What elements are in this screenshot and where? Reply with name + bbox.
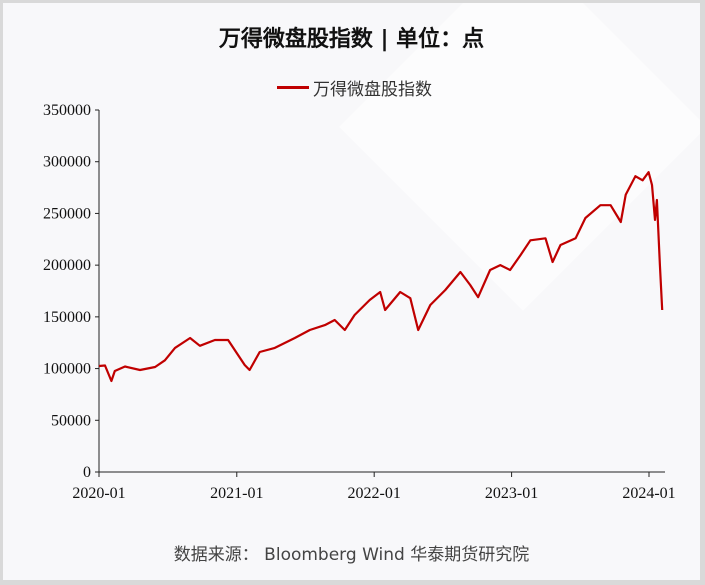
legend: 万得微盘股指数 xyxy=(277,75,432,100)
x-tick-label: 2024-01 xyxy=(622,485,675,502)
y-tick-label: 50000 xyxy=(51,412,91,429)
x-tick-label: 2023-01 xyxy=(485,485,538,502)
y-tick-label: 200000 xyxy=(43,257,91,274)
x-tick-label: 2020-01 xyxy=(72,485,125,502)
chart-title: 万得微盘股指数 | 单位：点 xyxy=(218,27,485,52)
y-tick-label: 300000 xyxy=(43,154,91,171)
y-tick-label: 0 xyxy=(83,464,91,481)
chart-panel: 万得微盘股指数 | 单位：点 万得微盘股指数 0 50000 100000 15000… xyxy=(3,3,700,580)
y-tick-label: 350000 xyxy=(43,102,91,119)
y-tick-label: 100000 xyxy=(43,361,91,378)
plot-area: 0 50000 100000 150000 200000 250000 300000 3500… xyxy=(43,102,676,502)
legend-label: 万得微盘股指数 xyxy=(313,80,432,100)
y-tick-label: 250000 xyxy=(43,205,91,222)
x-tick-label: 2021-01 xyxy=(210,485,263,502)
legend-swatch xyxy=(277,86,309,89)
source-note: 数据来源： Bloomberg Wind 华泰期货研究院 xyxy=(173,545,530,565)
y-tick-label: 150000 xyxy=(43,309,91,326)
series-line xyxy=(98,171,664,383)
x-tick-label: 2022-01 xyxy=(348,485,401,502)
